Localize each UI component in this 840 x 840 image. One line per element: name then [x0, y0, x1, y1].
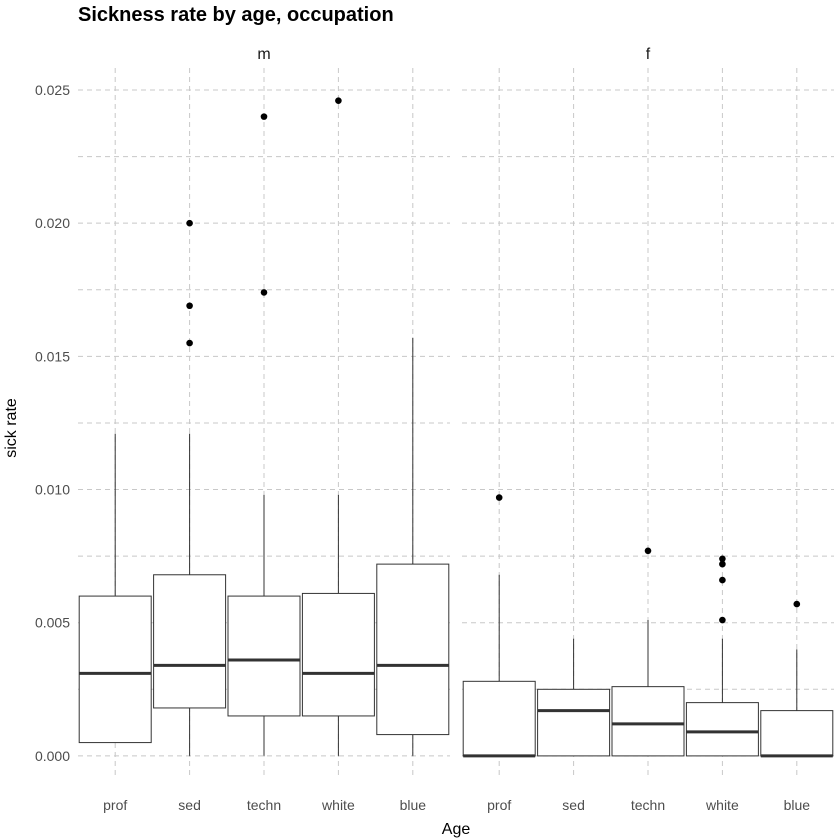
outlier-point: [793, 600, 801, 608]
box-m-prof: [78, 433, 152, 744]
box-f-blue: [760, 600, 834, 758]
box-iqr: [227, 595, 301, 717]
outlier-point: [644, 547, 652, 555]
outlier-point: [260, 289, 268, 296]
outlier-point: [186, 302, 193, 310]
y-tick-label: 0.000: [35, 748, 70, 764]
outlier-point: [719, 555, 726, 563]
axis-layer: 0.000 0.005 0.010 0.015 0.020 0.025 prof sed tec…: [35, 82, 810, 813]
box-m-techn: [227, 113, 301, 756]
y-tick-label: 0.005: [35, 615, 70, 631]
y-tick-label: 0.025: [35, 82, 70, 98]
facet-strip-label: m: [257, 46, 270, 63]
box-m-blue: [376, 337, 450, 756]
x-tick-label: sed: [178, 797, 201, 813]
x-tick-label: techn: [247, 797, 281, 813]
box-iqr: [685, 702, 759, 757]
box-iqr: [78, 595, 152, 744]
outlier-point: [495, 494, 503, 501]
outlier-point: [719, 560, 726, 568]
box-iqr: [611, 686, 685, 757]
x-tick-label: prof: [103, 797, 127, 813]
x-tick-label: white: [321, 797, 355, 813]
facet-strip-label: f: [646, 46, 651, 63]
y-tick-label: 0.015: [35, 348, 70, 364]
box-m-sed: [153, 219, 227, 756]
facet-panel-f: [462, 494, 834, 758]
x-tick-label: prof: [487, 797, 511, 813]
x-tick-label: white: [705, 797, 739, 813]
box-iqr: [153, 574, 227, 709]
x-axis-label: Age: [442, 821, 471, 838]
box-f-white: [685, 555, 759, 757]
x-tick-label: blue: [400, 797, 427, 813]
y-axis-label: sick rate: [3, 398, 20, 458]
box-iqr: [537, 688, 611, 757]
y-tick-label: 0.020: [35, 215, 70, 231]
y-tick-label: 0.010: [35, 482, 70, 498]
box-iqr: [462, 680, 536, 757]
facet-panel-m: [78, 97, 450, 756]
outlier-point: [719, 576, 726, 584]
outlier-point: [719, 616, 726, 624]
box-f-sed: [537, 638, 611, 757]
box-f-techn: [611, 547, 685, 757]
chart-title: Sickness rate by age, occupation: [78, 4, 394, 26]
box-m-white: [301, 97, 375, 756]
box-iqr: [760, 710, 834, 757]
box-f-prof: [462, 494, 536, 758]
box-iqr: [376, 563, 450, 736]
x-tick-label: blue: [784, 797, 811, 813]
x-tick-label: techn: [631, 797, 665, 813]
outlier-point: [186, 219, 193, 227]
outlier-point: [335, 97, 342, 104]
outlier-point: [186, 339, 193, 347]
outlier-point: [260, 113, 268, 120]
box-iqr: [301, 592, 375, 717]
x-tick-label: sed: [562, 797, 585, 813]
